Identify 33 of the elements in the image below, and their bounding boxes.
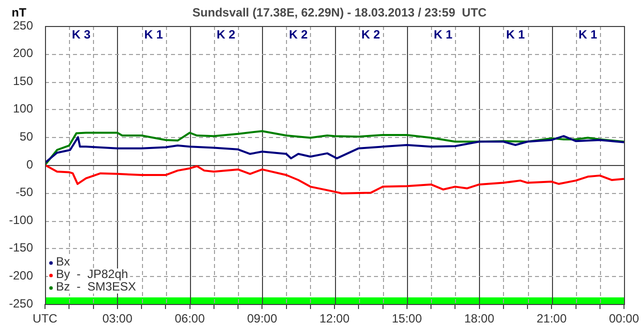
x-tick-label: 15:00 [392, 312, 422, 326]
x-tick-label: UTC [32, 312, 58, 326]
x-tick-label: 06:00 [174, 312, 206, 326]
legend-label: Bz - SM3ESX [56, 279, 136, 294]
y-tick-label: -200 [8, 268, 34, 283]
annotation: K 1 [578, 27, 598, 42]
x-tick-label: 18:00 [464, 312, 495, 326]
y-tick-label: -150 [8, 240, 34, 255]
y-tick-label: 100 [12, 102, 34, 116]
y-axis-title: nT [12, 5, 27, 20]
y-tick-label: 150 [12, 74, 34, 88]
annotation: K 1 [506, 27, 526, 42]
annotation: K 2 [288, 27, 308, 42]
x-tick-label: 03:00 [102, 312, 133, 326]
legend-label: By - JP82qh [56, 266, 128, 281]
x-tick-label: 12:00 [319, 312, 350, 326]
y-tick-label: 250 [12, 18, 34, 32]
annotation: K 1 [144, 27, 164, 42]
y-tick-label: -50 [16, 185, 34, 200]
y-tick-label: -100 [8, 212, 34, 227]
x-tick-label: 09:00 [247, 312, 278, 326]
y-tick-label: 0 [26, 157, 34, 172]
annotation: K 2 [216, 27, 236, 42]
y-tick-label: -250 [8, 296, 34, 310]
x-tick-label: 21:00 [536, 312, 567, 326]
y-tick-label: 50 [20, 130, 34, 144]
chart-title: Sundsvall (17.38E, 62.29N) - 18.03.2013 / 23:59 UTC [192, 5, 487, 20]
annotation: K 2 [361, 27, 380, 42]
legend-label: Bx [56, 254, 70, 268]
y-tick-label: 200 [12, 46, 34, 60]
annotation: K 1 [434, 27, 453, 42]
annotation: K 3 [72, 27, 91, 42]
x-tick-label: 00:00 [608, 312, 640, 326]
